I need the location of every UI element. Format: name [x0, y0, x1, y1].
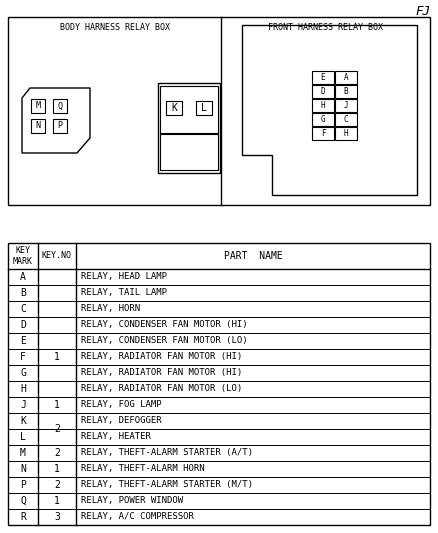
Bar	[312, 85, 334, 98]
Text: Q: Q	[57, 101, 63, 110]
Text: 1: 1	[54, 464, 60, 474]
Polygon shape	[22, 88, 90, 153]
Text: D: D	[321, 87, 325, 96]
Text: P: P	[57, 122, 63, 131]
Text: 1: 1	[54, 400, 60, 410]
Text: E: E	[321, 73, 325, 82]
Bar	[312, 99, 334, 112]
Text: F: F	[20, 352, 26, 362]
Text: A: A	[344, 73, 348, 82]
Text: 2: 2	[54, 424, 60, 434]
Bar	[335, 71, 357, 84]
Text: H: H	[321, 101, 325, 110]
Text: KEY.NO: KEY.NO	[42, 252, 72, 261]
Bar	[31, 99, 45, 113]
Text: K: K	[20, 416, 26, 426]
Bar	[335, 113, 357, 126]
Text: FJ: FJ	[415, 5, 430, 18]
Text: FRONT HARNESS RELAY BOX: FRONT HARNESS RELAY BOX	[268, 23, 383, 32]
Bar	[158, 83, 220, 173]
Text: B: B	[20, 288, 26, 298]
Bar	[166, 101, 182, 115]
Text: E: E	[20, 336, 26, 346]
Bar	[160, 134, 218, 170]
Bar	[335, 99, 357, 112]
Text: C: C	[344, 115, 348, 124]
Text: RELAY, THEFT-ALARM STARTER (M/T): RELAY, THEFT-ALARM STARTER (M/T)	[81, 481, 253, 489]
Text: J: J	[344, 101, 348, 110]
Text: KEY
MARK: KEY MARK	[13, 246, 33, 265]
Text: RELAY, HEAD LAMP: RELAY, HEAD LAMP	[81, 272, 167, 281]
Text: 3: 3	[54, 512, 60, 522]
Text: PART  NAME: PART NAME	[224, 251, 283, 261]
Bar	[31, 119, 45, 133]
Text: G: G	[321, 115, 325, 124]
Text: RELAY, THEFT-ALARM HORN: RELAY, THEFT-ALARM HORN	[81, 464, 205, 473]
Text: J: J	[20, 400, 26, 410]
Text: L: L	[20, 432, 26, 442]
Text: K: K	[171, 103, 177, 113]
Text: RELAY, RADIATOR FAN MOTOR (HI): RELAY, RADIATOR FAN MOTOR (HI)	[81, 352, 242, 361]
Text: P: P	[20, 480, 26, 490]
Text: L: L	[201, 103, 207, 113]
Text: RELAY, POWER WINDOW: RELAY, POWER WINDOW	[81, 497, 183, 505]
Text: RELAY, DEFOGGER: RELAY, DEFOGGER	[81, 416, 162, 425]
Text: B: B	[344, 87, 348, 96]
Bar	[335, 127, 357, 140]
Text: M: M	[35, 101, 40, 110]
Bar	[312, 113, 334, 126]
Text: G: G	[20, 368, 26, 378]
Text: D: D	[20, 320, 26, 330]
Text: 2: 2	[54, 448, 60, 458]
Text: N: N	[35, 122, 40, 131]
Bar	[160, 86, 218, 133]
Bar	[53, 119, 67, 133]
Bar	[335, 85, 357, 98]
Text: M: M	[20, 448, 26, 458]
Text: RELAY, THEFT-ALARM STARTER (A/T): RELAY, THEFT-ALARM STARTER (A/T)	[81, 448, 253, 457]
Text: 1: 1	[54, 496, 60, 506]
Bar	[8, 243, 430, 525]
Bar	[196, 101, 212, 115]
Text: Q: Q	[20, 496, 26, 506]
Polygon shape	[242, 25, 417, 195]
Text: RELAY, HEATER: RELAY, HEATER	[81, 432, 151, 441]
Text: BODY HARNESS RELAY BOX: BODY HARNESS RELAY BOX	[60, 23, 170, 32]
Text: RELAY, HORN: RELAY, HORN	[81, 304, 140, 313]
Text: RELAY, CONDENSER FAN MOTOR (LO): RELAY, CONDENSER FAN MOTOR (LO)	[81, 336, 247, 345]
Text: RELAY, RADIATOR FAN MOTOR (LO): RELAY, RADIATOR FAN MOTOR (LO)	[81, 384, 242, 393]
Text: 2: 2	[54, 480, 60, 490]
Text: C: C	[20, 304, 26, 314]
Text: RELAY, A/C COMPRESSOR: RELAY, A/C COMPRESSOR	[81, 513, 194, 521]
Text: A: A	[20, 272, 26, 282]
Text: RELAY, FOG LAMP: RELAY, FOG LAMP	[81, 400, 162, 409]
Text: F: F	[321, 129, 325, 138]
Text: N: N	[20, 464, 26, 474]
Text: H: H	[344, 129, 348, 138]
Text: RELAY, CONDENSER FAN MOTOR (HI): RELAY, CONDENSER FAN MOTOR (HI)	[81, 320, 247, 329]
Text: H: H	[20, 384, 26, 394]
Bar	[8, 17, 430, 205]
Text: 1: 1	[54, 352, 60, 362]
Bar	[53, 99, 67, 113]
Bar	[312, 127, 334, 140]
Text: RELAY, TAIL LAMP: RELAY, TAIL LAMP	[81, 288, 167, 297]
Text: RELAY, RADIATOR FAN MOTOR (HI): RELAY, RADIATOR FAN MOTOR (HI)	[81, 368, 242, 377]
Bar	[312, 71, 334, 84]
Text: R: R	[20, 512, 26, 522]
